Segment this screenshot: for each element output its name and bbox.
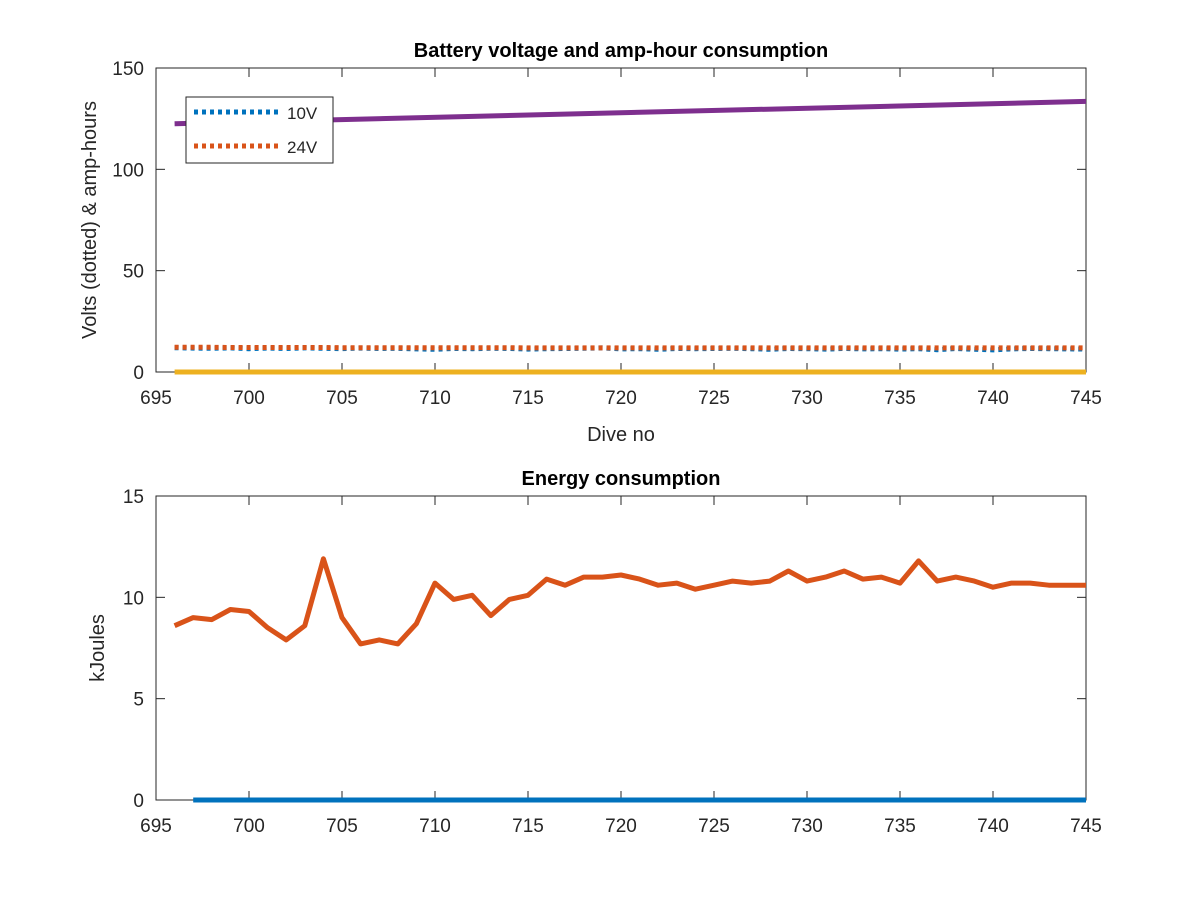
energy-x-tick-label: 715 [512, 816, 544, 837]
battery-y-tick-label: 100 [112, 160, 144, 181]
battery-y-tick-label: 150 [112, 59, 144, 80]
battery-plot: 695 700 705 710 715 720 725 730 735 740 745 0 50 100… [79, 40, 1102, 446]
energy-x-tick-label: 735 [884, 816, 916, 837]
energy-x-tick-label: 720 [605, 816, 637, 837]
energy-x-tick-label: 695 [140, 816, 172, 837]
battery-x-tick-label: 710 [419, 388, 451, 409]
energy-x-tick-label: 730 [791, 816, 823, 837]
energy-plot-axes-box [155, 495, 1087, 801]
battery-plot-x-axis-label: Dive no [587, 424, 655, 446]
battery-x-tick-label: 695 [140, 388, 172, 409]
energy-x-tick-label: 745 [1070, 816, 1102, 837]
battery-x-tick-label: 725 [698, 388, 730, 409]
legend-label-10v: 10V [287, 104, 318, 123]
battery-x-tick-label: 705 [326, 388, 358, 409]
battery-x-tick-label: 715 [512, 388, 544, 409]
energy-plot-x-ticks: 695 700 705 710 715 720 725 730 735 740 745 [140, 496, 1102, 837]
energy-x-tick-label: 705 [326, 816, 358, 837]
energy-plot-title: Energy consumption [522, 468, 721, 490]
battery-x-tick-label: 720 [605, 388, 637, 409]
battery-x-tick-label: 740 [977, 388, 1009, 409]
energy-y-tick-label: 5 [133, 690, 144, 711]
energy-series-orange-line [173, 556, 1086, 647]
energy-plot: 695 700 705 710 715 720 725 730 735 740 745 0 5 10 15… [87, 468, 1102, 837]
battery-plot-x-ticks: 695 700 705 710 715 720 725 730 735 740 745 [140, 68, 1102, 409]
energy-plot-y-ticks: 0 5 10 15 [123, 487, 1086, 812]
energy-x-tick-label: 725 [698, 816, 730, 837]
battery-plot-title: Battery voltage and amp-hour consumption [414, 40, 828, 62]
battery-y-tick-label: 50 [123, 262, 144, 283]
energy-x-tick-label: 700 [233, 816, 265, 837]
energy-y-tick-label: 15 [123, 487, 144, 508]
energy-x-tick-label: 710 [419, 816, 451, 837]
energy-plot-series [173, 556, 1086, 803]
energy-y-tick-label: 0 [133, 791, 144, 812]
legend-label-24v: 24V [287, 138, 318, 157]
legend-box [185, 96, 334, 164]
energy-x-tick-label: 740 [977, 816, 1009, 837]
battery-plot-y-axis-label: Volts (dotted) & amp-hours [79, 101, 101, 339]
battery-x-tick-label: 730 [791, 388, 823, 409]
battery-x-tick-label: 745 [1070, 388, 1102, 409]
energy-plot-y-axis-label: kJoules [87, 614, 109, 682]
battery-x-tick-label: 735 [884, 388, 916, 409]
energy-y-tick-label: 10 [123, 588, 144, 609]
battery-x-tick-label: 700 [233, 388, 265, 409]
battery-plot-legend: 10V 24V [185, 96, 334, 164]
battery-plot-y-ticks: 0 50 100 150 [112, 59, 1086, 384]
battery-y-tick-label: 0 [133, 363, 144, 384]
